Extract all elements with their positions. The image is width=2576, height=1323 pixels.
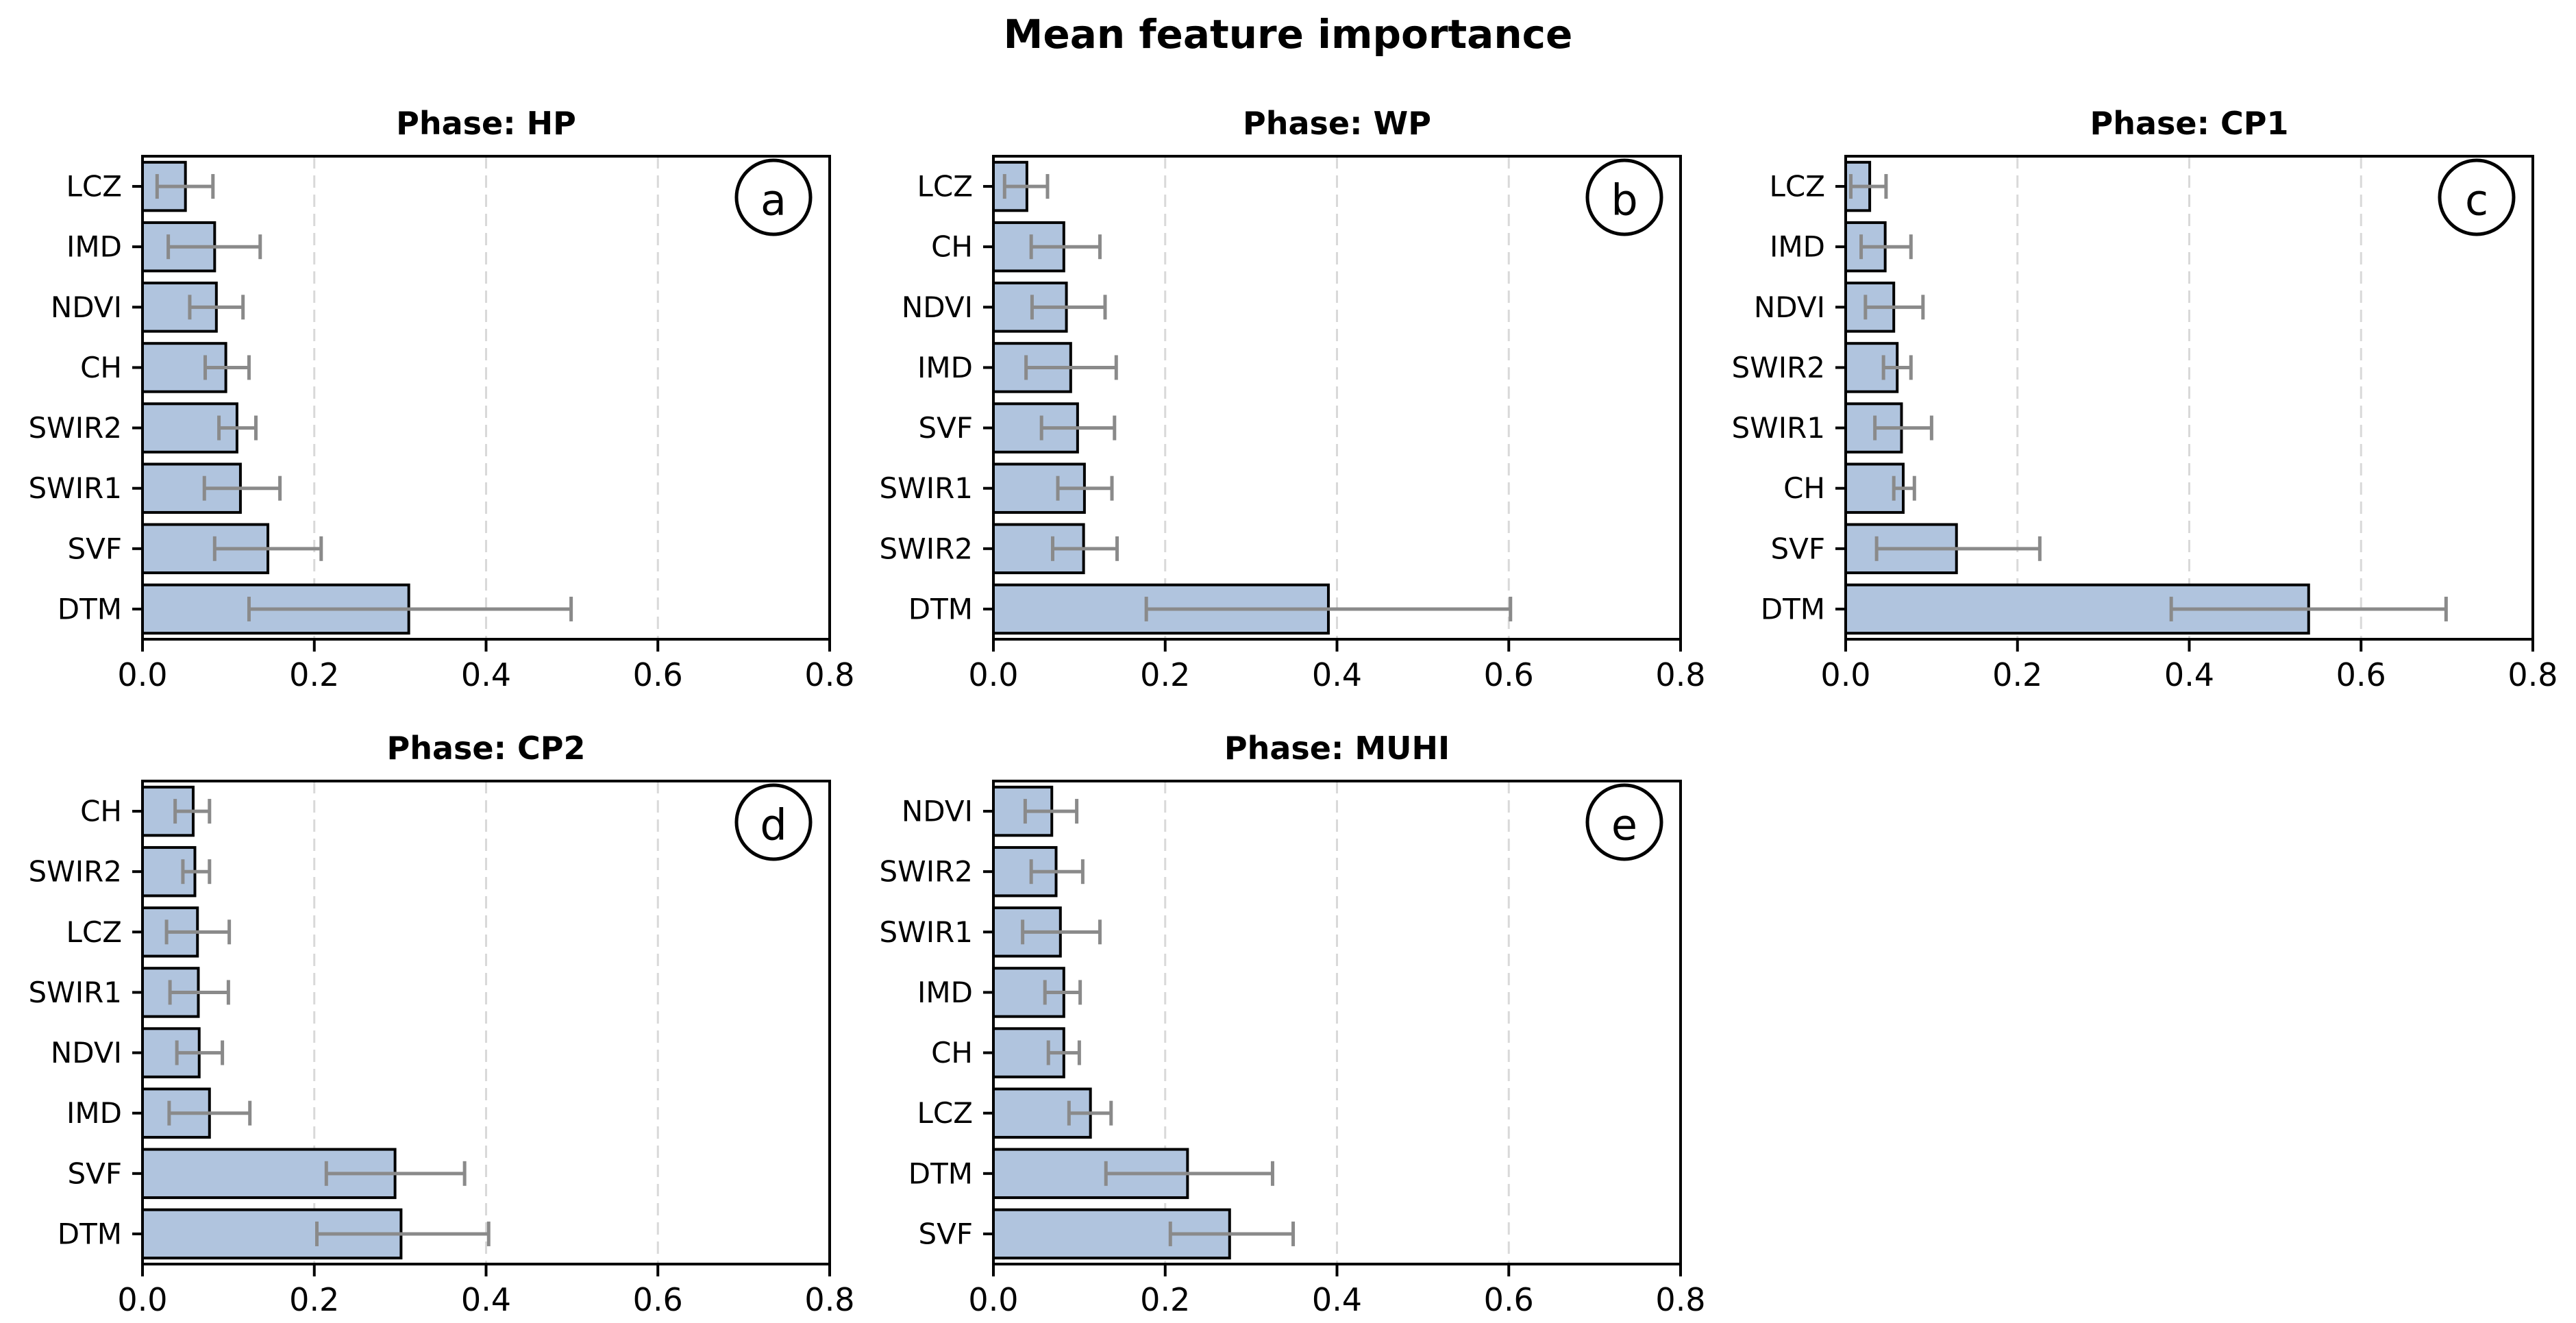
x-tick-label: 0.0 <box>117 656 167 693</box>
subplot-title: Phase: MUHI <box>1224 730 1450 767</box>
panel-letter: d <box>760 800 787 850</box>
y-tick-label-svf: SVF <box>67 532 122 565</box>
subplot-title: Phase: HP <box>396 105 576 142</box>
y-tick-label-lcz: LCZ <box>917 170 974 203</box>
x-tick-label: 0.2 <box>289 656 339 693</box>
y-tick-label-svf: SVF <box>918 1217 973 1250</box>
subplot-phase-cp1: Phase: CP1 LCZ IMD NDVI SWIR2 SWIR1 CH SVF DTM 0.… <box>1732 105 2558 693</box>
y-tick-label-swir1: SWIR1 <box>880 915 973 949</box>
y-tick-label-ndvi: NDVI <box>902 795 973 828</box>
y-tick-label-swir2: SWIR2 <box>880 532 973 565</box>
subplot-phase-hp: Phase: HP LCZ IMD NDVI CH SWIR2 SWIR1 SVF DTM 0.0… <box>29 105 855 693</box>
x-tick-label: 0.4 <box>1312 1281 1362 1318</box>
panel-badge-circle <box>1585 783 1663 861</box>
y-tick-label-swir2: SWIR2 <box>880 855 973 889</box>
y-tick-label-swir1: SWIR1 <box>29 976 122 1009</box>
x-tick-label: 0.6 <box>633 1281 683 1318</box>
y-tick-label-swir2: SWIR2 <box>29 411 122 445</box>
y-tick-label-swir1: SWIR1 <box>1732 411 1825 445</box>
panel-badge-circle <box>2438 158 2516 236</box>
bar-svf <box>141 1148 397 1200</box>
x-tick-label: 0.6 <box>2336 656 2386 693</box>
x-tick-label: 0.8 <box>2507 656 2558 693</box>
x-tick-label: 0.0 <box>968 656 1018 693</box>
y-tick-label-ch: CH <box>931 1036 973 1069</box>
x-tick-label: 0.0 <box>1820 656 1870 693</box>
y-tick-label-ch: CH <box>80 795 122 828</box>
subplot-title: Phase: CP2 <box>387 730 586 767</box>
y-tick-label-ndvi: NDVI <box>51 290 122 324</box>
y-tick-label-ch: CH <box>931 230 973 264</box>
y-tick-label-dtm: DTM <box>58 1217 122 1250</box>
bar-dtm <box>141 1208 403 1260</box>
x-tick-label: 0.2 <box>1140 656 1190 693</box>
x-tick-label: 0.0 <box>117 1281 167 1318</box>
y-tick-label-ndvi: NDVI <box>1754 290 1825 324</box>
y-tick-label-lcz: LCZ <box>66 170 123 203</box>
y-tick-label-ch: CH <box>80 351 122 384</box>
x-tick-label: 0.2 <box>289 1281 339 1318</box>
y-tick-label-ndvi: NDVI <box>51 1036 122 1069</box>
subplot-title: Phase: CP1 <box>2090 105 2289 142</box>
y-tick-label-imd: IMD <box>1770 230 1825 264</box>
x-tick-label: 0.2 <box>1992 656 2042 693</box>
x-tick-label: 0.4 <box>461 656 511 693</box>
panel-letter: e <box>1611 800 1637 850</box>
x-tick-label: 0.6 <box>1484 1281 1534 1318</box>
x-tick-label: 0.8 <box>804 1281 854 1318</box>
subplot-phase-wp: Phase: WP LCZ CH NDVI IMD SVF SWIR1 SWIR2 DTM 0.0… <box>880 105 1706 693</box>
y-tick-label-imd: IMD <box>917 976 973 1009</box>
y-tick-label-svf: SVF <box>1770 532 1825 565</box>
figure-title: Mean feature importance <box>1003 11 1573 58</box>
y-tick-label-imd: IMD <box>66 230 122 264</box>
y-tick-label-swir1: SWIR1 <box>880 471 973 505</box>
x-tick-label: 0.8 <box>804 656 854 693</box>
x-tick-label: 0.4 <box>2164 656 2214 693</box>
subplot-title: Phase: WP <box>1243 105 1431 142</box>
x-tick-label: 0.8 <box>1655 656 1705 693</box>
y-tick-label-imd: IMD <box>66 1096 122 1130</box>
y-tick-label-dtm: DTM <box>1761 592 1825 626</box>
y-tick-label-svf: SVF <box>67 1157 122 1190</box>
panel-letter: b <box>1611 175 1637 225</box>
y-tick-label-imd: IMD <box>917 351 973 384</box>
y-tick-label-lcz: LCZ <box>66 915 123 949</box>
x-tick-label: 0.6 <box>1484 656 1534 693</box>
x-tick-label: 0.4 <box>1312 656 1362 693</box>
x-tick-label: 0.0 <box>968 1281 1018 1318</box>
subplot-phase-cp2: Phase: CP2 CH SWIR2 LCZ SWIR1 NDVI IMD SVF DTM 0.… <box>29 730 855 1318</box>
y-tick-label-svf: SVF <box>918 411 973 445</box>
x-tick-label: 0.8 <box>1655 1281 1705 1318</box>
subplot-phase-muhi: Phase: MUHI NDVI SWIR2 SWIR1 IMD CH LCZ DTM SVF 0… <box>880 730 1706 1318</box>
y-tick-label-dtm: DTM <box>58 592 122 626</box>
y-tick-label-swir1: SWIR1 <box>29 471 122 505</box>
x-tick-label: 0.6 <box>633 656 683 693</box>
panel-letter: a <box>760 175 787 225</box>
y-tick-label-swir2: SWIR2 <box>1732 351 1825 384</box>
y-tick-label-lcz: LCZ <box>1770 170 1826 203</box>
y-tick-label-lcz: LCZ <box>917 1096 974 1130</box>
y-tick-label-ch: CH <box>1783 471 1825 505</box>
panel-badge-circle <box>734 783 813 861</box>
panel-letter: c <box>2465 175 2488 225</box>
y-tick-label-dtm: DTM <box>908 1157 973 1190</box>
y-tick-label-dtm: DTM <box>908 592 973 626</box>
panel-badge-circle <box>1585 158 1663 236</box>
panel-badge-circle <box>734 158 813 236</box>
y-tick-label-ndvi: NDVI <box>902 290 973 324</box>
x-tick-label: 0.4 <box>461 1281 511 1318</box>
y-tick-label-swir2: SWIR2 <box>29 855 122 889</box>
x-tick-label: 0.2 <box>1140 1281 1190 1318</box>
